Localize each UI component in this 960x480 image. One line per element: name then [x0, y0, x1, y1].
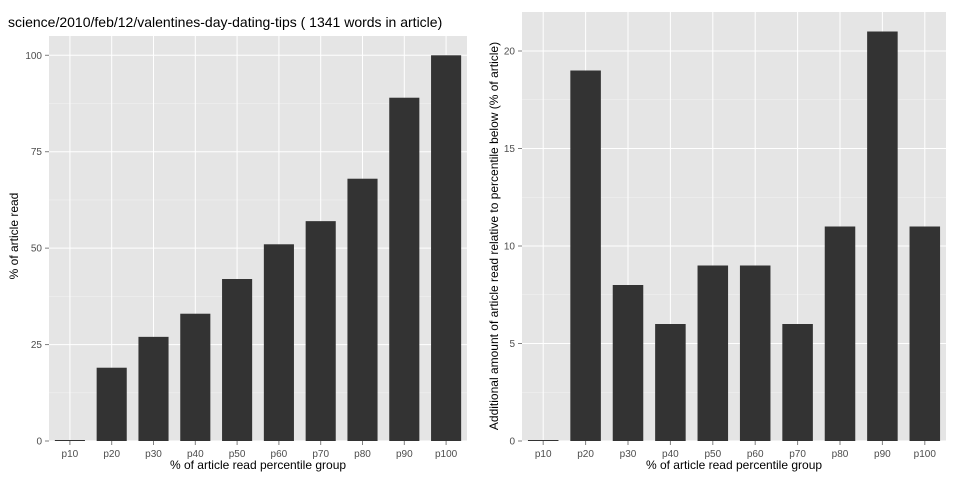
y-tick-label: 20: [504, 47, 516, 58]
x-tick-label: p40: [187, 449, 204, 460]
left-chart-panel: science/2010/feb/12/valentines-day-datin…: [7, 14, 467, 472]
bar-p60: [739, 265, 771, 441]
x-tick-label: p10: [62, 449, 79, 460]
x-axis-title: % of article read percentile group: [170, 458, 346, 472]
bar-p70: [782, 324, 813, 441]
x-tick-label: p100: [914, 449, 937, 460]
x-tick-label: p60: [271, 449, 288, 460]
bar-p50: [222, 279, 253, 441]
bar-p100: [909, 226, 941, 441]
bar-p10: [527, 440, 559, 441]
x-tick-label: p30: [620, 449, 637, 460]
y-tick-label: 50: [31, 244, 43, 255]
bar-p50: [697, 265, 729, 441]
y-tick-label: 0: [509, 437, 515, 448]
right-bar-chart: 0 5 10 15 20 p10 p20 p30 p40 p50 p60 p70 p80 p90 p100%…: [487, 12, 946, 472]
bar-p40: [180, 313, 211, 441]
right-chart-panel: 0 5 10 15 20 p10 p20 p30 p40 p50 p60 p70 p80 p90 p100%…: [480, 0, 960, 480]
bar-p30: [612, 285, 644, 441]
x-tick-label: p50: [229, 449, 246, 460]
y-tick-label: 25: [31, 340, 43, 351]
y-tick-label: 5: [509, 339, 515, 350]
y-tick-label: 10: [504, 242, 516, 253]
x-tick-label: p80: [354, 449, 371, 460]
bar-p80: [347, 178, 378, 441]
x-tick-label: p50: [704, 449, 721, 460]
x-tick-label: p100: [435, 449, 458, 460]
bar-p10: [54, 440, 85, 441]
x-tick-label: p20: [103, 449, 120, 460]
bar-p100: [431, 55, 462, 442]
x-tick-label: p90: [874, 449, 891, 460]
bar-p90: [389, 97, 420, 441]
y-tick-label: 100: [25, 51, 42, 62]
left-bar-chart: 0 25 50 75 100 p10 p20 p30 p40 p50 p60 p70 p80 p90 p10…: [7, 36, 467, 472]
x-axis-title: % of article read percentile group: [646, 458, 822, 472]
bar-p60: [263, 244, 294, 441]
x-tick-label: p70: [312, 449, 329, 460]
x-tick-label: p90: [396, 449, 413, 460]
x-tick-label: p30: [145, 449, 162, 460]
x-tick-label: p10: [535, 449, 552, 460]
x-tick-label: p70: [789, 449, 806, 460]
x-tick-label: p80: [832, 449, 849, 460]
bar-p70: [305, 221, 336, 441]
y-tick-label: 15: [504, 144, 516, 155]
y-tick-label: 0: [36, 437, 42, 448]
bar-p20: [96, 367, 127, 441]
chart-title: science/2010/feb/12/valentines-day-datin…: [8, 14, 443, 30]
bar-p40: [655, 324, 686, 441]
x-tick-label: p40: [662, 449, 679, 460]
y-tick-label: 75: [31, 147, 43, 158]
bar-p20: [570, 70, 601, 441]
x-tick-label: p20: [577, 449, 594, 460]
y-axis-title: % of article read: [7, 193, 21, 280]
bar-p80: [824, 226, 856, 441]
x-tick-label: p60: [747, 449, 764, 460]
y-axis-title: Additional amount of article read relati…: [487, 42, 501, 430]
bar-p30: [138, 336, 169, 441]
bar-p90: [867, 31, 898, 441]
